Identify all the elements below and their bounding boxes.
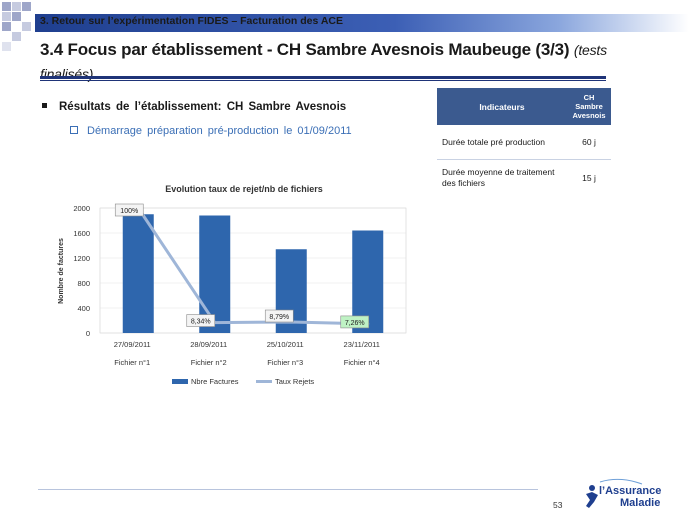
decor-square: [12, 12, 21, 21]
y-tick-label: 1200: [73, 254, 90, 263]
x-sublabel: Fichier n°2: [191, 358, 227, 367]
logo-line1: l’Assurance: [599, 485, 662, 497]
header-bar: [35, 14, 689, 32]
table-row: Durée moyenne de traitement des fichiers…: [437, 160, 611, 197]
bullet-start-text: Démarrage préparation pré-production le …: [87, 125, 352, 137]
rejection-chart: Evolution taux de rejet/nb de fichiers N…: [54, 178, 434, 403]
decor-square: [12, 32, 21, 41]
decor-square: [2, 22, 11, 31]
data-label-box: [340, 315, 370, 329]
bar: [199, 215, 231, 333]
y-tick-label: 2000: [73, 204, 90, 213]
footer-divider: [38, 489, 538, 490]
assurance-maladie-logo: l’Assurance Maladie: [580, 478, 684, 514]
table-cell-value: 15 j: [582, 172, 596, 183]
logo-line2: Maladie: [620, 497, 661, 509]
x-sublabel: Fichier n°1: [114, 358, 150, 367]
legend-label: Nbre Factures: [191, 377, 239, 386]
data-label: 8,34%: [191, 319, 211, 326]
decor-square: [22, 22, 31, 31]
bullet-results: Résultats de l’établissement: CH Sambre …: [42, 101, 346, 113]
indicators-table: Indicateurs CH Sambre Avesnois Durée tot…: [437, 88, 611, 196]
table-cell-label: Durée totale pré production: [437, 125, 567, 160]
table-header-etablissement: CH Sambre Avesnois: [567, 88, 611, 125]
bullet-results-text: Résultats de l’établissement: CH Sambre …: [59, 101, 347, 113]
decor-square: [2, 42, 11, 51]
bar: [122, 214, 154, 333]
legend-swatch-bars: [172, 379, 188, 384]
legend-label: Taux Rejets: [275, 377, 314, 386]
rejection-line: [137, 207, 368, 326]
decor-square: [12, 2, 21, 11]
x-sublabel: Fichier n°4: [344, 358, 380, 367]
data-label: 7,26%: [345, 320, 365, 327]
chart-bars: [122, 214, 384, 333]
data-label-box: [114, 203, 144, 217]
y-tick-label: 0: [86, 329, 90, 338]
x-tick-label: 28/09/2011: [190, 340, 227, 349]
data-label: 8,79%: [269, 314, 289, 321]
chart-y-ticks: 0 400 800 1200 1600 2000: [73, 204, 90, 338]
chart-y-axis-label: Nombre de factures: [58, 238, 65, 304]
chart-x-ticks: 27/09/2011 Fichier n°1 28/09/2011 Fichier n…: [114, 340, 380, 367]
table-header-indicateurs: Indicateurs: [437, 88, 567, 125]
decor-square: [22, 2, 31, 11]
page-number: 53: [553, 500, 563, 510]
data-label: 100%: [120, 208, 138, 215]
table-cell-value: 60 j: [567, 125, 611, 160]
chart-line-series: 100% 8,34% 8,79% 7,26%: [114, 203, 370, 329]
table-row: Durée totale pré production 60 j: [437, 125, 611, 160]
data-label-box: [264, 309, 294, 323]
y-tick-label: 1600: [73, 229, 90, 238]
title-underline-thin: [40, 80, 606, 81]
chart-svg: Evolution taux de rejet/nb de fichiers N…: [58, 184, 407, 386]
logo-text: l’Assurance Maladie: [599, 485, 661, 509]
checkbox-bullet-icon: [70, 126, 78, 135]
y-tick-label: 800: [77, 279, 90, 288]
logo-figure-icon: [586, 478, 643, 508]
x-tick-label: 23/11/2011: [344, 340, 380, 349]
x-sublabel: Fichier n°3: [267, 358, 303, 367]
table-cell-label: Durée moyenne de traitement des fichiers: [442, 167, 555, 188]
decor-square: [2, 12, 11, 21]
section-label: 3. Retour sur l’expérimentation FIDES – …: [40, 15, 344, 27]
square-bullet-icon: [42, 103, 47, 109]
title-main: 3.4 Focus par établissement - CH Sambre …: [40, 40, 570, 59]
title-underline: [40, 76, 606, 79]
data-label-box: [186, 314, 216, 327]
y-tick-label: 400: [77, 304, 90, 313]
chart-legend: Nbre Factures Taux Rejets: [172, 377, 314, 386]
chart-title: Evolution taux de rejet/nb de fichiers: [165, 184, 323, 194]
x-tick-label: 27/09/2011: [114, 340, 151, 349]
bullet-start: Démarrage préparation pré-production le …: [70, 125, 352, 137]
decor-square: [2, 2, 11, 11]
x-tick-label: 25/10/2011: [267, 340, 304, 349]
